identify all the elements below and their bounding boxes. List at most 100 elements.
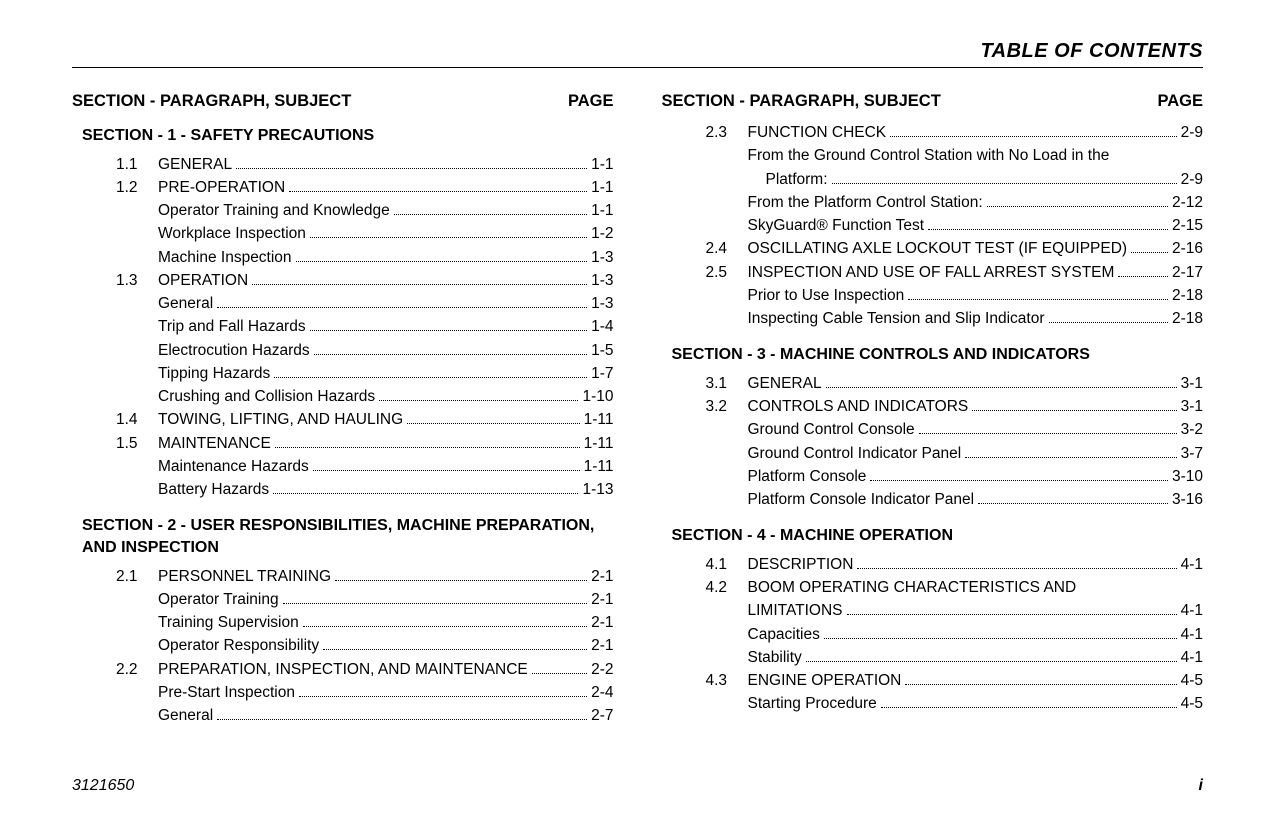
toc-entry: 2.4OSCILLATING AXLE LOCKOUT TEST (IF EQU… — [706, 237, 1204, 260]
entry-number: 1.4 — [116, 408, 158, 431]
leader-dots — [275, 434, 580, 447]
section-heading: SECTION - 1 - SAFETY PRECAUTIONS — [82, 125, 614, 147]
entry-number: 2.2 — [116, 658, 158, 681]
entry-label: Platform Console Indicator Panel — [748, 488, 975, 511]
leader-dots — [407, 411, 579, 424]
toc-entry: 1.3OPERATION1-3 — [116, 269, 614, 292]
entry-number: 2.5 — [706, 261, 748, 284]
toc-subentry: Stability4-1 — [748, 646, 1204, 669]
entry-number: 4.2 — [706, 576, 748, 599]
entry-page: 3-1 — [1181, 372, 1203, 395]
leader-dots — [857, 556, 1176, 569]
toc-entry-cont: LIMITATIONS4-1 — [706, 599, 1204, 622]
toc-entry: 1.4TOWING, LIFTING, AND HAULING1-11 — [116, 408, 614, 431]
entry-page: 3-7 — [1181, 442, 1203, 465]
entry-page: 2-12 — [1172, 191, 1203, 214]
toc-subentry: SkyGuard® Function Test2-15 — [748, 214, 1204, 237]
entry-label: PREPARATION, INSPECTION, AND MAINTENANCE — [158, 658, 528, 681]
entry-label: Operator Training and Knowledge — [158, 199, 390, 222]
page-title: TABLE OF CONTENTS — [72, 40, 1203, 68]
leader-dots — [532, 660, 587, 673]
toc-subentry: Workplace Inspection1-2 — [158, 222, 614, 245]
entry-label: Ground Control Indicator Panel — [748, 442, 962, 465]
entry-page: 2-1 — [591, 611, 613, 634]
entry-page: 1-1 — [591, 153, 613, 176]
entry-label: MAINTENANCE — [158, 432, 271, 455]
toc-subentry: Machine Inspection1-3 — [158, 246, 614, 269]
entry-label: OSCILLATING AXLE LOCKOUT TEST (IF EQUIPP… — [748, 237, 1128, 260]
entry-label: Platform: — [766, 168, 828, 191]
leader-dots — [335, 567, 587, 580]
entry-page: 1-3 — [591, 292, 613, 315]
toc-entry: 3.2CONTROLS AND INDICATORS3-1 — [706, 395, 1204, 418]
toc-subentry: General1-3 — [158, 292, 614, 315]
entry-label: Maintenance Hazards — [158, 455, 309, 478]
leader-dots — [303, 614, 587, 627]
entry-page: 1-3 — [591, 246, 613, 269]
entry-page: 2-7 — [591, 704, 613, 727]
footer-docnum: 3121650 — [72, 777, 134, 795]
entry-page: 3-1 — [1181, 395, 1203, 418]
toc-subentry: Trip and Fall Hazards1-4 — [158, 315, 614, 338]
toc-subentry: Tipping Hazards1-7 — [158, 362, 614, 385]
entry-label: Tipping Hazards — [158, 362, 270, 385]
col-head-subject: SECTION - PARAGRAPH, SUBJECT — [662, 92, 1158, 111]
column-header-right: SECTION - PARAGRAPH, SUBJECT PAGE — [662, 92, 1204, 111]
leader-dots — [236, 155, 587, 168]
entry-label: CONTROLS AND INDICATORS — [748, 395, 969, 418]
entry-page: 1-11 — [584, 432, 614, 455]
entry-number: 4.1 — [706, 553, 748, 576]
toc-subentry: Platform Console Indicator Panel 3-16 — [748, 488, 1204, 511]
leader-dots — [832, 170, 1177, 183]
toc-subentry: Operator Responsibility2-1 — [158, 634, 614, 657]
left-column: SECTION - PARAGRAPH, SUBJECT PAGE SECTIO… — [72, 92, 614, 727]
toc-subentry: Electrocution Hazards1-5 — [158, 339, 614, 362]
entry-number: 1.1 — [116, 153, 158, 176]
footer-pagenum: i — [1199, 777, 1203, 795]
entry-label: Capacities — [748, 623, 820, 646]
toc-subentry: Maintenance Hazards1-11 — [158, 455, 614, 478]
toc-subentry: Battery Hazards 1-13 — [158, 478, 614, 501]
entry-number: 1.3 — [116, 269, 158, 292]
leader-dots — [881, 695, 1177, 708]
entry-number: 2.3 — [706, 121, 748, 144]
col-head-subject: SECTION - PARAGRAPH, SUBJECT — [72, 92, 568, 111]
toc-entry: 1.5MAINTENANCE1-11 — [116, 432, 614, 455]
toc-entry: 4.3ENGINE OPERATION4-5 — [706, 669, 1204, 692]
entry-page: 1-3 — [591, 269, 613, 292]
entry-label: Electrocution Hazards — [158, 339, 310, 362]
entry-page: 2-9 — [1181, 168, 1203, 191]
entry-label: Operator Responsibility — [158, 634, 319, 657]
entry-page: 4-1 — [1181, 599, 1203, 622]
entry-label: GENERAL — [748, 372, 822, 395]
entry-page: 2-4 — [591, 681, 613, 704]
entry-page: 3-16 — [1172, 488, 1203, 511]
col-head-page: PAGE — [568, 92, 614, 111]
leader-dots — [1049, 310, 1168, 323]
entry-label: Battery Hazards — [158, 478, 269, 501]
toc-subentry: Training Supervision2-1 — [158, 611, 614, 634]
toc-columns: SECTION - PARAGRAPH, SUBJECT PAGE SECTIO… — [72, 92, 1203, 727]
entry-label: Inspecting Cable Tension and Slip Indica… — [748, 307, 1045, 330]
entry-label: GENERAL — [158, 153, 232, 176]
toc-entry: 2.1PERSONNEL TRAINING2-1 — [116, 565, 614, 588]
entry-label: From the Platform Control Station: — [748, 191, 983, 214]
leader-dots — [908, 286, 1168, 299]
entry-label: DESCRIPTION — [748, 553, 854, 576]
entry-label: INSPECTION AND USE OF FALL ARREST SYSTEM — [748, 261, 1115, 284]
toc-entry: 4.2BOOM OPERATING CHARACTERISTICS AND — [706, 576, 1204, 599]
entry-page: 4-5 — [1181, 692, 1203, 715]
entry-label: Trip and Fall Hazards — [158, 315, 306, 338]
entry-label: From the Ground Control Station with No … — [748, 144, 1204, 167]
entry-label: TOWING, LIFTING, AND HAULING — [158, 408, 403, 431]
toc-subentry: Starting Procedure4-5 — [748, 692, 1204, 715]
entry-label: Ground Control Console — [748, 418, 915, 441]
leader-dots — [289, 178, 587, 191]
leader-dots — [313, 457, 580, 470]
leader-dots — [310, 318, 588, 331]
toc-subentry: Prior to Use Inspection2-18 — [748, 284, 1204, 307]
entry-page: 1-13 — [582, 478, 613, 501]
leader-dots — [1131, 240, 1168, 253]
leader-dots — [394, 202, 587, 215]
toc-subentry: Ground Control Console3-2 — [748, 418, 1204, 441]
